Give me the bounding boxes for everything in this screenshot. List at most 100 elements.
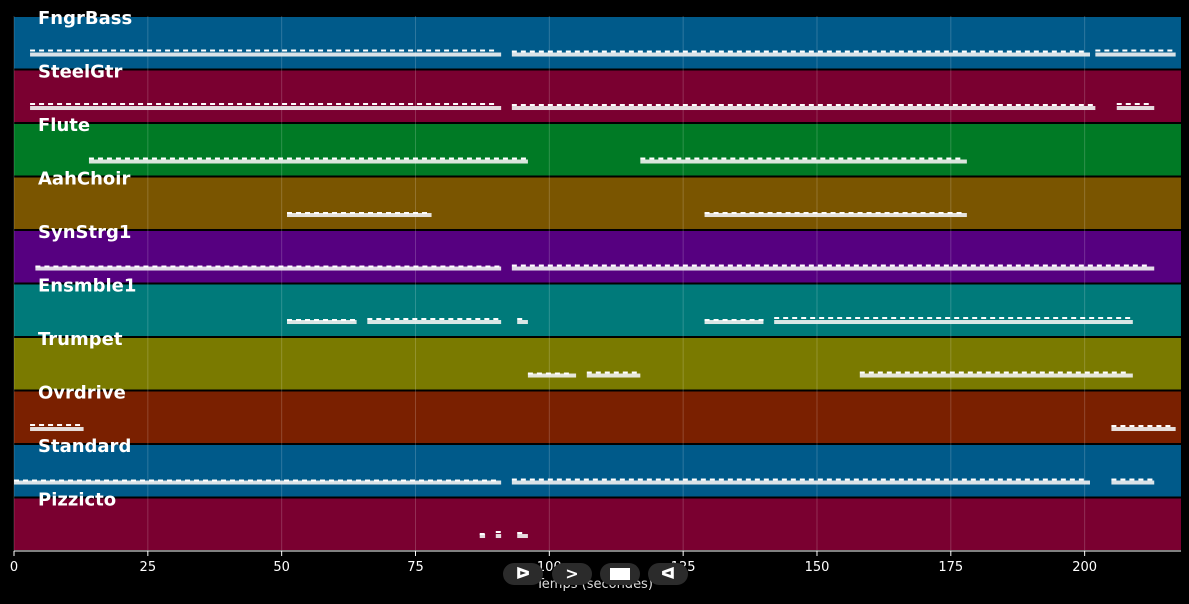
note-tick [767, 212, 773, 215]
note-tick [556, 104, 562, 107]
note-tick [480, 103, 486, 106]
note-tick [952, 478, 958, 481]
play-backward-button[interactable]: ᐊ [648, 563, 688, 585]
note-tick [305, 212, 311, 215]
note-tick [97, 157, 103, 160]
note-tick [536, 372, 542, 375]
note-tick [520, 478, 526, 481]
note-tick [1107, 317, 1113, 320]
note-tick [1003, 371, 1009, 374]
note-tick [1017, 317, 1023, 320]
note-tick [437, 479, 442, 482]
note-tick [1015, 104, 1021, 107]
note-tick [1111, 371, 1117, 374]
note-tick [1120, 425, 1126, 428]
play-button[interactable]: > [552, 563, 592, 585]
note-tick [1071, 317, 1077, 320]
note-segment [1116, 106, 1155, 111]
note-tick [277, 157, 283, 160]
note-tick [830, 212, 836, 215]
note-tick [293, 479, 298, 482]
note-tick [922, 371, 928, 374]
note-tick [637, 264, 643, 267]
track-lanes [14, 17, 1181, 550]
note-tick [882, 317, 888, 320]
note-tick [111, 103, 117, 106]
note-tick [115, 157, 121, 160]
note-tick [704, 319, 710, 322]
note-tick [700, 104, 706, 107]
note-tick [925, 50, 931, 53]
note-tick [646, 478, 652, 481]
note-segment [287, 213, 432, 218]
note-tick [907, 478, 913, 481]
note-tick [1078, 50, 1084, 53]
note-tick [839, 212, 845, 215]
note-tick [808, 478, 814, 481]
note-tick [196, 157, 202, 160]
note-tick [457, 157, 463, 160]
note-tick [188, 265, 194, 268]
note-tick [664, 264, 670, 267]
note-tick [251, 265, 257, 268]
note-tick [385, 318, 391, 321]
note-tick [439, 318, 445, 321]
note-tick [1143, 103, 1149, 106]
track-lane-ovrdrive [14, 391, 1181, 443]
note-segment [495, 534, 502, 539]
note-tick [781, 264, 787, 267]
note-tick [547, 104, 553, 107]
note-tick [722, 212, 728, 215]
note-tick [727, 264, 733, 267]
note-tick [1122, 49, 1128, 52]
note-tick [898, 264, 904, 267]
note-tick [601, 478, 607, 481]
note-tick [502, 157, 508, 160]
note-tick [125, 265, 131, 268]
note-tick [1033, 50, 1039, 53]
note-tick [426, 103, 432, 106]
note-tick [1087, 264, 1093, 267]
note-tick [1096, 264, 1102, 267]
note-tick [1033, 104, 1039, 107]
note-tick [745, 264, 751, 267]
note-tick [884, 212, 890, 215]
note-tick [248, 479, 253, 482]
note-tick [961, 50, 967, 53]
note-tick [700, 264, 706, 267]
note-tick [868, 371, 874, 374]
note-tick [601, 50, 607, 53]
note-tick [655, 478, 661, 481]
note-tick [260, 265, 266, 268]
note-tick [820, 157, 826, 160]
note-tick [113, 479, 118, 482]
track-lane-pizzicto [14, 498, 1181, 550]
note-tick [931, 371, 937, 374]
note-tick [628, 478, 634, 481]
note-tick [844, 264, 850, 267]
stop-button[interactable] [600, 563, 640, 585]
note-tick [667, 157, 673, 160]
note-tick [886, 371, 892, 374]
note-tick [1111, 478, 1117, 481]
note-tick [410, 479, 415, 482]
note-tick [358, 157, 364, 160]
note-tick [66, 103, 72, 106]
note-tick [829, 157, 835, 160]
note-tick [1078, 264, 1084, 267]
note-tick [721, 157, 727, 160]
note-tick [988, 50, 994, 53]
note-tick [817, 478, 823, 481]
note-tick [80, 265, 86, 268]
note-tick [828, 317, 834, 320]
note-tick [1035, 317, 1041, 320]
note-tick [712, 157, 718, 160]
note-tick [619, 50, 625, 53]
note-tick [1051, 104, 1057, 107]
note-tick [718, 478, 724, 481]
note-tick [1053, 317, 1059, 320]
note-tick [356, 479, 361, 482]
note-tick [428, 479, 433, 482]
note-tick [212, 479, 217, 482]
play-from-start-button[interactable]: ᐅ [503, 563, 543, 585]
